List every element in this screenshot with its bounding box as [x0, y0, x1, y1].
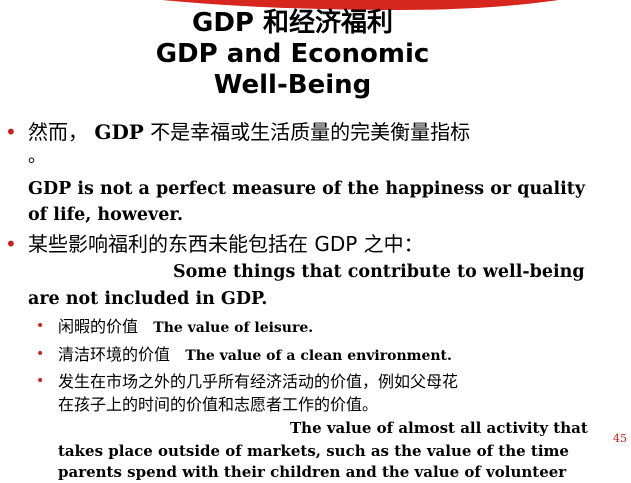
bullet-2-english-line-1: Some things that contribute to well-bein…	[173, 262, 585, 282]
sub-item-nonmarket-en-line-3: parents spend with their children and th…	[58, 463, 567, 481]
sub-item-nonmarket-cn-line-2: 在孩子上的时间的价值和志愿者工作的价值。	[58, 395, 379, 414]
sub-item-nonmarket-cn-line-1: 发生在市场之外的几乎所有经济活动的价值，例如父母花	[58, 372, 459, 391]
bullet-1-english-line-1: GDP is not a perfect measure of the happ…	[28, 179, 586, 199]
bullet-1-cn-prefix: 然而，	[28, 120, 95, 144]
bullet-1-chinese: 然而， GDP 不是幸福或生活质量的完美衡量指标	[28, 120, 470, 145]
red-swoosh	[40, 0, 631, 10]
sub-bullet-dot-icon: •	[36, 318, 45, 334]
bullet-1-english-line-2: of life, however.	[28, 205, 184, 225]
title-line-3: Well-Being	[213, 70, 372, 100]
sub-item-leisure-cn: 闲暇的价值	[58, 317, 139, 336]
bullet-1-english: GDP is not a perfect measure of the happ…	[28, 176, 585, 228]
bullet-1-cn-gdp: GDP	[94, 120, 144, 144]
page-number: 45	[613, 432, 627, 445]
sub-item-environment-cn: 清洁环境的价值	[58, 345, 171, 364]
bullet-2-english-line-2: are not included in GDP.	[28, 289, 268, 309]
bullet-dot-icon: •	[5, 120, 17, 144]
top-decorative-band	[0, 0, 631, 12]
bullet-1-chinese-continuation: 。	[28, 146, 46, 167]
title-line-1: GDP 和经济福利	[191, 8, 394, 38]
sub-item-leisure-en: The value of leisure.	[153, 320, 314, 336]
sub-item-environment-en: The value of a clean environment.	[185, 348, 452, 364]
bullet-1-cn-suffix: 不是幸福或生活质量的完美衡量指标	[143, 120, 471, 144]
title-line-2: GDP and Economic	[155, 39, 430, 69]
sub-item-nonmarket-en-line-1: The value of almost all activity that	[290, 419, 588, 437]
slide-title: GDP 和经济福利 GDP and Economic Well-Being	[0, 8, 585, 101]
sub-bullet-dot-icon: •	[36, 373, 45, 389]
sub-item-environment: 清洁环境的价值 The value of a clean environment…	[58, 344, 452, 367]
sub-item-nonmarket-en-line-2: takes place outside of markets, such as …	[58, 442, 569, 460]
bullet-2-chinese: 某些影响福利的东西未能包括在 GDP 之中：	[28, 232, 424, 256]
sub-item-leisure: 闲暇的价值 The value of leisure.	[58, 316, 313, 339]
sub-bullet-dot-icon: •	[36, 346, 45, 362]
bullet-dot-icon: •	[5, 232, 17, 256]
